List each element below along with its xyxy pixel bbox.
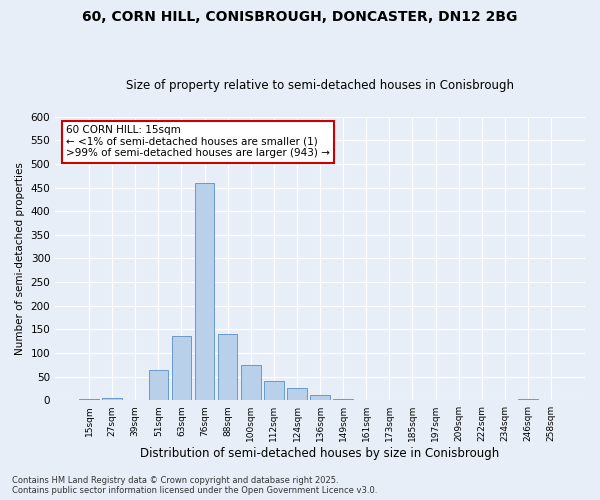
X-axis label: Distribution of semi-detached houses by size in Conisbrough: Distribution of semi-detached houses by …: [140, 447, 500, 460]
Bar: [103, 398, 122, 400]
Bar: [218, 334, 238, 400]
Bar: [149, 370, 168, 400]
Bar: [172, 336, 191, 400]
Bar: [264, 382, 284, 400]
Bar: [287, 388, 307, 400]
Bar: [241, 365, 260, 400]
Bar: [195, 183, 214, 400]
Text: 60 CORN HILL: 15sqm
← <1% of semi-detached houses are smaller (1)
>99% of semi-d: 60 CORN HILL: 15sqm ← <1% of semi-detach…: [66, 126, 329, 158]
Text: Contains HM Land Registry data © Crown copyright and database right 2025.
Contai: Contains HM Land Registry data © Crown c…: [12, 476, 377, 495]
Text: 60, CORN HILL, CONISBROUGH, DONCASTER, DN12 2BG: 60, CORN HILL, CONISBROUGH, DONCASTER, D…: [82, 10, 518, 24]
Title: Size of property relative to semi-detached houses in Conisbrough: Size of property relative to semi-detach…: [126, 79, 514, 92]
Bar: [310, 396, 330, 400]
Y-axis label: Number of semi-detached properties: Number of semi-detached properties: [15, 162, 25, 355]
